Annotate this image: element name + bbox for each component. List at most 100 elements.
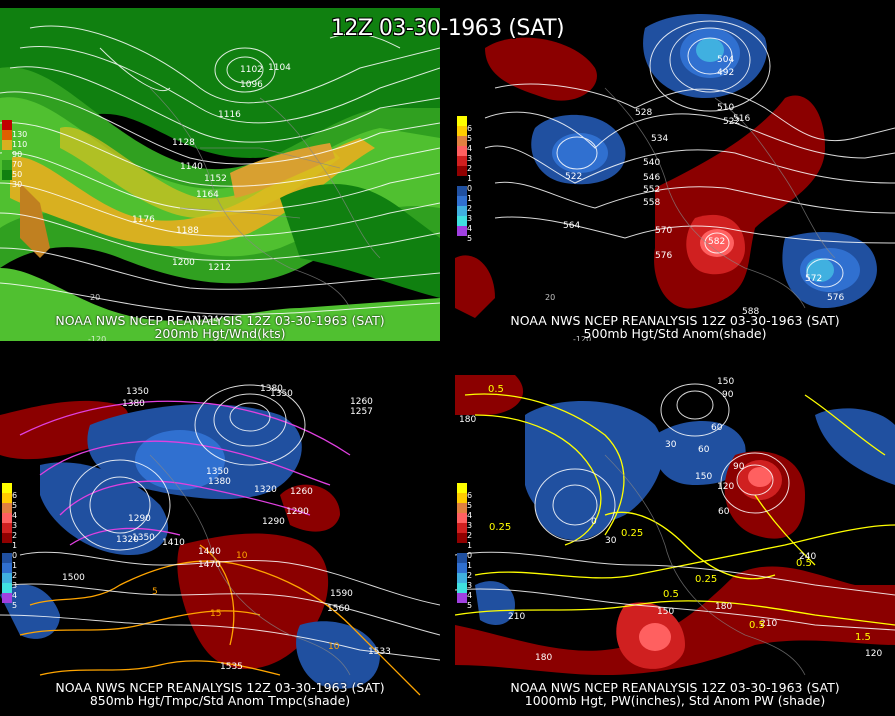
contour-label: 576 bbox=[655, 251, 672, 261]
contour-label: 1102 bbox=[240, 65, 263, 75]
legend-label: 70 bbox=[12, 160, 23, 169]
contour-label: 1500 bbox=[62, 573, 85, 583]
legend-label: 3 bbox=[467, 581, 473, 590]
caption-200mb-field: 200mb Hgt/Wnd(kts) bbox=[154, 326, 286, 341]
legend-label: 4 bbox=[12, 591, 18, 600]
legend-swatch bbox=[457, 216, 467, 226]
legend-label: 30 bbox=[12, 180, 23, 189]
contour-label: 1104 bbox=[268, 63, 291, 73]
legend-swatch bbox=[457, 533, 467, 543]
legend-swatch bbox=[2, 573, 12, 583]
legend-label: 4 bbox=[467, 224, 473, 233]
contour-label: 180 bbox=[535, 653, 552, 663]
contour-label: 1470 bbox=[198, 560, 221, 570]
legend-label: 3 bbox=[467, 214, 473, 223]
legend-label: 4 bbox=[12, 511, 18, 520]
contour-label: 30 bbox=[665, 440, 677, 450]
contour-label: 1535 bbox=[220, 662, 243, 672]
contour-label: 150 bbox=[695, 472, 712, 482]
legend-swatch bbox=[2, 523, 12, 533]
legend-swatch bbox=[2, 160, 12, 170]
contour-label: 120 bbox=[717, 482, 734, 492]
contour-label: 1200 bbox=[172, 258, 195, 268]
legend-label: 1 bbox=[12, 541, 18, 550]
contour-label: 1290 bbox=[262, 517, 285, 527]
legend-label: 6 bbox=[467, 124, 473, 133]
legend-label: 5 bbox=[467, 234, 473, 243]
panel-1000mb: 0.5 180 150 90 60 30 60 0.25 150 120 90 60 0.25 0 30 0.… bbox=[455, 375, 895, 708]
contour-label: 582 bbox=[708, 237, 725, 247]
legend-label: 4 bbox=[467, 591, 473, 600]
contour-label: 1350 bbox=[126, 387, 149, 397]
contour-label: 516 bbox=[733, 114, 750, 124]
contour-label: 1152 bbox=[204, 174, 227, 184]
contour-label: 90 bbox=[722, 390, 734, 400]
legend-swatch bbox=[457, 146, 467, 156]
legend-swatch bbox=[457, 483, 467, 493]
legend-swatch bbox=[2, 493, 12, 503]
legend-swatch bbox=[2, 583, 12, 593]
legend-200mb bbox=[2, 120, 12, 180]
contour-label: 1350 bbox=[270, 389, 293, 399]
contour-label: 150 bbox=[657, 607, 674, 617]
legend-label: 0 bbox=[467, 184, 473, 193]
legend-label: 2 bbox=[467, 204, 473, 213]
legend-swatch bbox=[2, 150, 12, 160]
contour-label: 210 bbox=[760, 619, 777, 629]
contour-label: 1290 bbox=[286, 507, 309, 517]
map-850mb: 1350138013801350126012571320135013801290… bbox=[0, 375, 440, 708]
contour-label: 540 bbox=[643, 158, 660, 168]
caption-1000mb-field: 1000mb Hgt, PW(inches), Std Anom PW (sha… bbox=[524, 693, 826, 708]
contour-label: 1176 bbox=[132, 215, 155, 225]
main-title: 12Z 03-30-1963 (SAT) bbox=[330, 16, 565, 41]
contour-label: 504 bbox=[717, 55, 734, 65]
legend-swatch bbox=[2, 533, 12, 543]
contour-label: 15 bbox=[210, 609, 221, 619]
contour-label: 1164 bbox=[196, 190, 219, 200]
legend-labels-200mb: 130 110 90 70 50 30 bbox=[12, 130, 27, 190]
contour-label: 10 bbox=[328, 642, 340, 652]
contour-label: 20 bbox=[545, 293, 555, 302]
legend-swatch bbox=[457, 116, 467, 126]
legend-swatch bbox=[457, 196, 467, 206]
contour-label: 1380 bbox=[122, 399, 145, 409]
legend-swatch bbox=[457, 156, 467, 166]
legend-label: 2 bbox=[467, 571, 473, 580]
legend-swatch bbox=[2, 130, 12, 140]
legend-label: 1 bbox=[467, 541, 473, 550]
legend-label: 0 bbox=[12, 551, 18, 560]
legend-swatch bbox=[457, 176, 467, 186]
contour-label: 0.5 bbox=[749, 620, 765, 631]
contour-label: 1380 bbox=[208, 477, 231, 487]
legend-swatch bbox=[457, 513, 467, 523]
contour-label: 1188 bbox=[176, 226, 199, 236]
legend-label: 3 bbox=[467, 521, 473, 530]
legend-swatch bbox=[2, 483, 12, 493]
contour-label: 90 bbox=[733, 462, 745, 472]
caption-500mb-field: 500mb Hgt/Std Anom(shade) bbox=[583, 326, 767, 341]
legend-swatch bbox=[457, 563, 467, 573]
legend-label: 5 bbox=[12, 501, 18, 510]
contour-label: 1590 bbox=[330, 589, 353, 599]
contour-label: 1533 bbox=[368, 647, 391, 657]
legend-swatch bbox=[457, 583, 467, 593]
legend-label: 1 bbox=[467, 561, 473, 570]
legend-swatch bbox=[2, 553, 12, 563]
contour-label: 1350 bbox=[132, 533, 155, 543]
contour-label: -120 bbox=[573, 335, 591, 341]
contour-label: 1380 bbox=[260, 384, 283, 394]
caption-200mb-source: NOAA NWS NCEP REANALYSIS 12Z 03-30-1963 … bbox=[55, 313, 385, 328]
contour-label: 1224 bbox=[196, 315, 219, 325]
legend-label: 0 bbox=[467, 551, 473, 560]
panel-850mb: 1350 1380 1380 1350 1260 1257 1320 1350 1380 1290… bbox=[0, 375, 440, 708]
legend-swatch bbox=[457, 523, 467, 533]
legend-500mb bbox=[457, 116, 467, 236]
contour-label: 0.5 bbox=[663, 589, 679, 600]
contour-label: 60 bbox=[718, 507, 730, 517]
contour-label: 1.5 bbox=[855, 632, 871, 643]
legend-label: 2 bbox=[12, 531, 18, 540]
contour-label: 534 bbox=[651, 134, 668, 144]
